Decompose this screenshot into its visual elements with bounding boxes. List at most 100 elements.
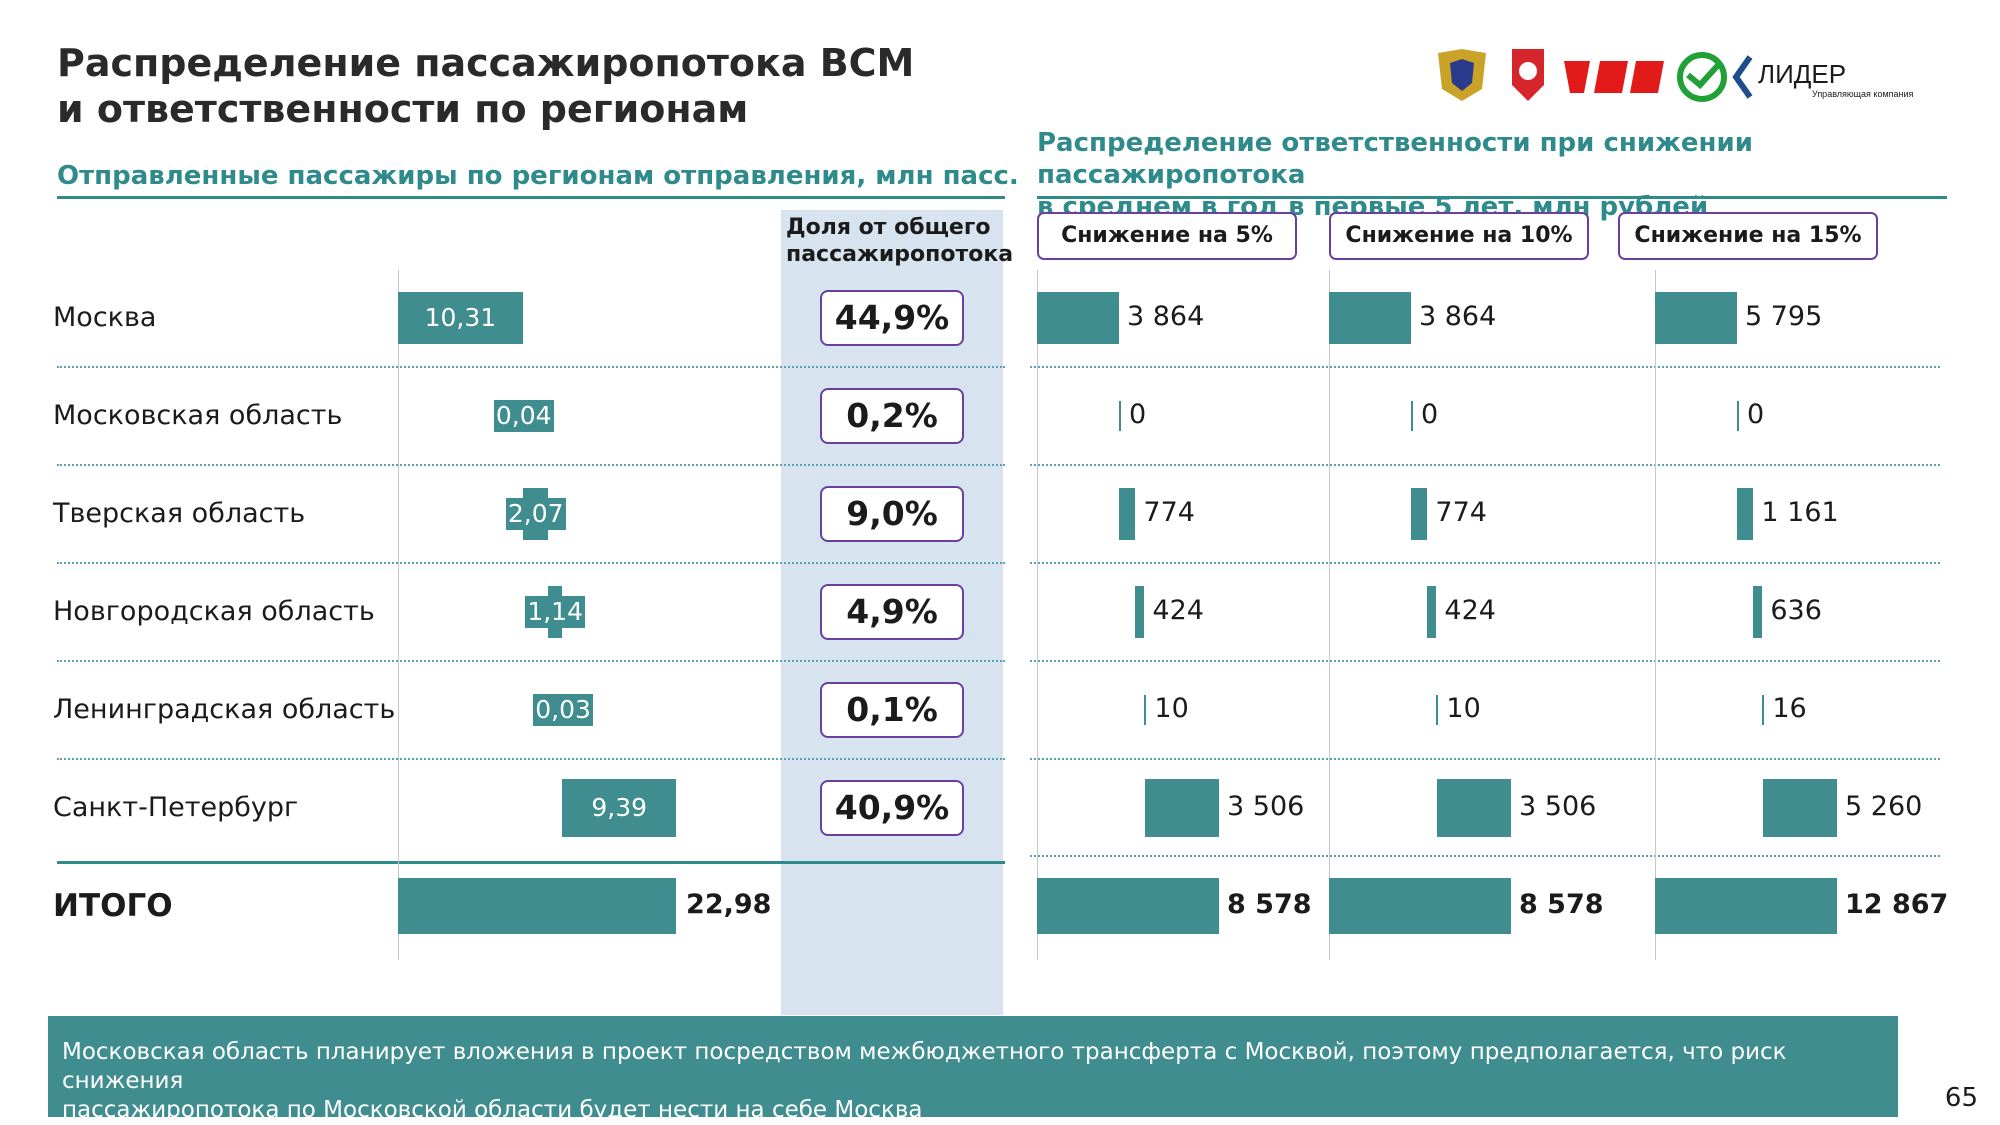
waterfall-bar-spb (562, 779, 677, 837)
responsibility-value-label-tver: 1 161 (1761, 497, 1839, 528)
svg-text:Управляющая компания: Управляющая компания (1812, 89, 1914, 99)
responsibility-value-label-tver: 774 (1143, 497, 1195, 528)
note-line1: Московская область планирует вложения в … (62, 1039, 1787, 1094)
row-separator (57, 562, 1005, 564)
responsibility-bar-tver (1118, 488, 1136, 540)
responsibility-bar-moscow-oblast (1118, 401, 1121, 431)
share-box-tver: 9,0% (820, 486, 964, 542)
rzd-logo-icon (1564, 61, 1664, 93)
responsibility-bar-moscow-oblast (1410, 401, 1413, 431)
waterfall-value-label-novgorod: 1,14 (527, 597, 583, 626)
share-header-line2: пассажиропотока (786, 242, 1014, 267)
waterfall-value-label-leningrad: 0,03 (535, 695, 591, 724)
moscow-emblem-icon (1512, 49, 1544, 101)
left-subtitle-rule (57, 196, 1005, 199)
responsibility-value-label-novgorod: 424 (1444, 595, 1496, 626)
responsibility-bar-moscow-oblast (1736, 401, 1739, 431)
partner-logos: ЛИДЕР Управляющая компания (1438, 49, 1914, 102)
responsibility-bar-novgorod (1753, 586, 1763, 638)
responsibility-bar-moscow (1655, 292, 1737, 344)
row-separator (1030, 758, 1940, 760)
region-label-novgorod: Новгородская область (53, 596, 375, 627)
responsibility-bar-moscow (1037, 292, 1119, 344)
row-separator (1030, 464, 1940, 466)
region-label-tver: Тверская область (53, 498, 306, 529)
responsibility-value-label-moscow-oblast: 0 (1420, 399, 1439, 430)
row-separator (57, 660, 1005, 662)
right-subtitle: Распределение ответственности при снижен… (1037, 127, 2000, 223)
waterfall-axis-scenario-3 (1655, 270, 1656, 960)
responsibility-value-label-moscow: 3 864 (1418, 301, 1497, 332)
waterfall-value-label-spb: 9,39 (591, 793, 648, 822)
responsibility-value-label-spb: 3 506 (1519, 791, 1597, 822)
waterfall-value-label-tver: 2,07 (507, 499, 564, 528)
responsibility-bar-leningrad (1436, 695, 1439, 725)
region-label-leningrad: Ленинградская область (53, 694, 396, 725)
responsibility-bar-tver (1736, 488, 1754, 540)
share-header: Доля от общего пассажиропотока (786, 214, 1014, 268)
responsibility-value-label-total: 8 578 (1227, 889, 1312, 920)
note-banner: Московская область планирует вложения в … (48, 1016, 1898, 1123)
responsibility-value-label-moscow: 3 864 (1126, 301, 1205, 332)
sber-logo-icon (1677, 52, 1727, 102)
page-title-line2: и ответственности по регионам (57, 87, 749, 131)
responsibility-bar-total (1329, 878, 1511, 934)
total-separator (57, 861, 1005, 864)
responsibility-value-label-leningrad: 16 (1772, 693, 1807, 724)
waterfall-label-tag-moscow-oblast (493, 400, 554, 432)
responsibility-value-label-total: 12 867 (1845, 889, 1949, 920)
responsibility-bar-spb (1144, 779, 1219, 837)
waterfall-value-label-total: 22,98 (686, 889, 772, 920)
responsibility-bar-total (1037, 878, 1219, 934)
waterfall-label-tag-tver (505, 498, 566, 530)
responsibility-bar-moscow (1329, 292, 1411, 344)
responsibility-bar-novgorod (1427, 586, 1437, 638)
responsibility-value-label-total: 8 578 (1519, 889, 1604, 920)
page-number: 65 (1944, 1083, 1978, 1113)
waterfall-bar-moscow (398, 292, 523, 344)
region-label-total: ИТОГО (53, 888, 173, 924)
right-subtitle-line1: Распределение ответственности при снижен… (1037, 128, 1753, 190)
note-line2: пассажиропотока по Московской области бу… (62, 1097, 923, 1123)
share-header-line1: Доля от общего (786, 215, 991, 240)
lider-logo-icon: ЛИДЕР Управляющая компания (1732, 55, 1914, 99)
region-label-spb: Санкт-Петербург (53, 792, 299, 823)
row-separator (57, 464, 1005, 466)
share-box-moscow: 44,9% (820, 290, 964, 346)
responsibility-bar-leningrad (1762, 695, 1765, 725)
left-subtitle: Отправленные пассажиры по регионам отпра… (57, 161, 1019, 191)
waterfall-label-tag-leningrad (533, 694, 594, 726)
row-separator (1030, 366, 1940, 368)
waterfall-value-label-moscow: 10,31 (424, 303, 497, 332)
waterfall-axis-passengers (398, 270, 399, 960)
waterfall-axis-scenario-1 (1037, 270, 1038, 960)
row-separator (1030, 562, 1940, 564)
responsibility-bar-novgorod (1135, 586, 1145, 638)
region-label-moscow-oblast: Московская область (53, 400, 343, 431)
responsibility-value-label-moscow: 5 795 (1744, 301, 1823, 332)
coat-of-arms-icon (1438, 49, 1486, 101)
responsibility-bar-tver (1410, 488, 1428, 540)
responsibility-value-label-leningrad: 10 (1446, 693, 1481, 724)
waterfall-value-label-moscow-oblast: 0,04 (495, 401, 552, 430)
responsibility-value-label-tver: 774 (1435, 497, 1487, 528)
share-box-moscow-oblast: 0,2% (820, 388, 964, 444)
waterfall-label-tag-novgorod (525, 596, 586, 628)
responsibility-bar-leningrad (1144, 695, 1147, 725)
row-separator (57, 366, 1005, 368)
responsibility-bar-spb (1762, 779, 1837, 837)
right-subtitle-rule (1037, 196, 1947, 199)
share-box-spb: 40,9% (820, 780, 964, 836)
share-box-leningrad: 0,1% (820, 682, 964, 738)
share-box-novgorod: 4,9% (820, 584, 964, 640)
responsibility-value-label-novgorod: 424 (1152, 595, 1204, 626)
region-label-moscow: Москва (53, 302, 157, 333)
row-separator (1030, 660, 1940, 662)
scenario-header-5: Снижение на 5% (1037, 212, 1297, 260)
svg-text:ЛИДЕР: ЛИДЕР (1758, 59, 1846, 89)
responsibility-bar-total (1655, 878, 1837, 934)
responsibility-bar-spb (1436, 779, 1511, 837)
scenario-header-15: Снижение на 15% (1618, 212, 1878, 260)
responsibility-value-label-spb: 5 260 (1845, 791, 1923, 822)
responsibility-value-label-moscow-oblast: 0 (1128, 399, 1147, 430)
